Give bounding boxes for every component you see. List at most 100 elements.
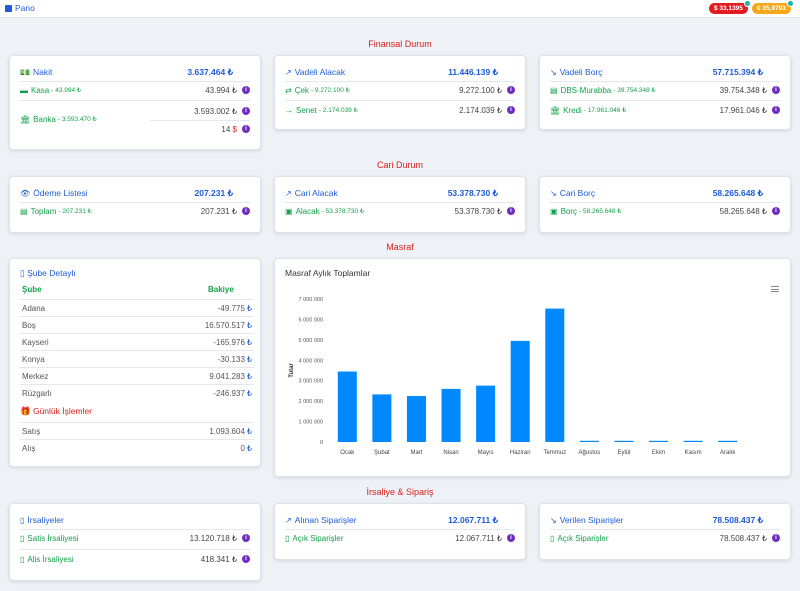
kasa-label: Kasa bbox=[31, 85, 50, 95]
sube-col-header: Şube bbox=[22, 285, 42, 294]
alis-irsaliye-value: 418.341 ₺ bbox=[200, 554, 237, 564]
info-icon[interactable]: i bbox=[242, 555, 250, 563]
cari-alacak-row-value: 53.378.730 ₺ bbox=[454, 206, 502, 216]
bar-5[interactable] bbox=[510, 340, 530, 442]
usd-rate-badge[interactable]: $ 33,1395 bbox=[709, 0, 751, 14]
alinan-acik-label: Açık Siparişler bbox=[292, 533, 344, 543]
y-tick-label: 5 000 000 bbox=[299, 338, 323, 344]
divider bbox=[285, 100, 515, 101]
sube-name: Merkez bbox=[22, 371, 49, 381]
gunluk-name: Alış bbox=[22, 443, 36, 453]
cek-link[interactable]: ⇄ Çek - 9.272.100 ₺ bbox=[285, 86, 350, 95]
cash-register-icon: ▬ bbox=[20, 85, 28, 95]
info-icon[interactable]: i bbox=[507, 207, 515, 215]
dbs-link[interactable]: ▤ DBS-Murabba - 39.754.348 ₺ bbox=[550, 86, 656, 95]
bar-7[interactable] bbox=[579, 440, 599, 442]
cari-borc-row: ▣ Borç - 58.265.648 ₺ 58.265.648 ₺ i bbox=[550, 203, 780, 219]
banka-value-try: 3.593.002 ₺ bbox=[194, 106, 237, 116]
odeme-toplam-link[interactable]: ▤ Toplam - 207.231 ₺ bbox=[20, 207, 92, 216]
info-icon[interactable]: i bbox=[772, 534, 780, 542]
alis-irsaliye-row: ▯ Alis İrsaliyesi 418.341 ₺ i bbox=[20, 551, 250, 567]
gunluk-name: Satış bbox=[22, 426, 41, 436]
info-icon[interactable]: i bbox=[242, 86, 250, 94]
verilen-acik-link[interactable]: ▯ Açık Siparişler bbox=[550, 534, 609, 543]
masraf-bar-chart: 0 1 000 000 2 000 000 3 000 000 4 000 000 5 0… bbox=[289, 297, 738, 456]
info-icon[interactable]: i bbox=[242, 125, 250, 133]
divider bbox=[150, 120, 250, 121]
senet-link[interactable]: → Senet - 2.174.039 ₺ bbox=[285, 106, 358, 115]
info-icon[interactable]: i bbox=[772, 207, 780, 215]
info-icon[interactable]: i bbox=[242, 207, 250, 215]
x-tick-label: Mart bbox=[410, 450, 422, 456]
divider bbox=[20, 202, 250, 203]
irsaliyeler-header: ▯ İrsaliyeler bbox=[20, 513, 250, 527]
verilen-header: ↘ Verilen Siparişler 78.508.437 ₺ bbox=[550, 513, 780, 527]
pano-link[interactable]: Pano bbox=[5, 3, 35, 13]
sube-amount: 16.570.517 bbox=[204, 320, 245, 330]
alinan-acik-link[interactable]: ▯ Açık Siparişler bbox=[285, 534, 344, 543]
bar-0[interactable] bbox=[337, 371, 357, 442]
usd-sign: $ bbox=[232, 124, 237, 134]
eur-rate-badge[interactable]: € 35,9793 bbox=[752, 0, 794, 14]
bar-11[interactable] bbox=[718, 440, 738, 442]
sube-name: Konya bbox=[22, 354, 45, 364]
senet-sub: - 2.174.039 ₺ bbox=[318, 107, 358, 114]
sube-amount: -30.133 bbox=[217, 354, 245, 364]
divider bbox=[550, 202, 780, 203]
gift-icon: 🎁 bbox=[20, 406, 31, 416]
bar-9[interactable] bbox=[649, 440, 669, 442]
alis-irsaliye-link[interactable]: ▯ Alis İrsaliyesi bbox=[20, 555, 74, 564]
cek-value: 9.272.100 ₺ bbox=[459, 85, 502, 95]
sube-amount: 9.041.283 bbox=[209, 371, 245, 381]
info-icon[interactable]: i bbox=[507, 106, 515, 114]
kredi-link[interactable]: 🏛 Kredi - 17.961.046 ₺ bbox=[550, 106, 626, 115]
satis-irsaliye-link[interactable]: ▯ Satis İrsaliyesi bbox=[20, 534, 79, 543]
lira-sign: ₺ bbox=[246, 443, 252, 453]
bar-10[interactable] bbox=[683, 440, 703, 442]
dbs-label: DBS-Murabba bbox=[560, 85, 612, 95]
hamburger-menu-icon[interactable] bbox=[771, 286, 779, 292]
vadeli-alacak-card: ↗ Vadeli Alacak 11.446.139 ₺ ⇄ Çek - 9.272… bbox=[274, 55, 526, 130]
bar-2[interactable] bbox=[406, 396, 426, 442]
divider bbox=[20, 529, 250, 530]
kasa-link[interactable]: ▬ Kasa - 43.994 ₺ bbox=[20, 86, 81, 95]
bar-8[interactable] bbox=[614, 440, 634, 442]
document-icon: ▯ bbox=[20, 533, 25, 543]
banka-link[interactable]: 🏛 Banka - 3.593.470 ₺ bbox=[20, 115, 97, 124]
bar-6[interactable] bbox=[545, 308, 565, 442]
info-icon[interactable]: i bbox=[242, 534, 250, 542]
bar-4[interactable] bbox=[476, 385, 496, 442]
info-icon[interactable]: i bbox=[772, 86, 780, 94]
info-icon[interactable]: i bbox=[242, 107, 250, 115]
sube-value: -30.133 ₺ bbox=[218, 355, 254, 364]
sube-name: Boş bbox=[22, 320, 36, 330]
verilen-total: 78.508.437 ₺ bbox=[712, 514, 763, 525]
info-icon[interactable]: i bbox=[772, 106, 780, 114]
banka-usd-amount: 14 bbox=[221, 124, 231, 134]
cari-alacak-total: 53.378.730 ₺ bbox=[447, 187, 498, 198]
x-tick-label: Mayıs bbox=[478, 450, 494, 456]
x-tick-label: Temmuz bbox=[543, 450, 566, 456]
bar-1[interactable] bbox=[372, 394, 392, 442]
table-row: Rüzgarlı -246.937 ₺ bbox=[20, 384, 254, 401]
cari-borc-link[interactable]: ▣ Borç - 58.265.648 ₺ bbox=[550, 207, 621, 216]
sube-title-wrap: ▯ Şube Detaylı bbox=[20, 268, 76, 279]
senet-label: Senet bbox=[296, 105, 317, 115]
kredi-row: 🏛 Kredi - 17.961.046 ₺ 17.961.046 ₺ i bbox=[550, 102, 780, 118]
cek-label: Çek bbox=[294, 85, 309, 95]
sube-amount: -49.775 bbox=[217, 303, 245, 313]
info-icon[interactable]: i bbox=[507, 86, 515, 94]
divider bbox=[550, 529, 780, 530]
bar-3[interactable] bbox=[441, 388, 461, 442]
satis-irsaliye-value: 13.120.718 ₺ bbox=[189, 533, 237, 543]
vadeli-borc-total: 57.715.394 ₺ bbox=[712, 66, 763, 77]
cari-alacak-link[interactable]: ▣ Alacak - 53.378.730 ₺ bbox=[285, 207, 364, 216]
senet-row: → Senet - 2.174.039 ₺ 2.174.039 ₺ i bbox=[285, 102, 515, 118]
refresh-dot-icon bbox=[743, 0, 751, 7]
table-row: Konya -30.133 ₺ bbox=[20, 350, 254, 367]
info-icon[interactable]: i bbox=[507, 534, 515, 542]
document-icon: ▯ bbox=[550, 533, 555, 543]
odeme-listesi-card: 👁 Ödeme Listesi 207.231 ₺ ▤ Toplam - 207.2… bbox=[9, 176, 261, 233]
lira-sign: ₺ bbox=[246, 303, 252, 313]
y-tick-label: 4 000 000 bbox=[299, 358, 323, 364]
